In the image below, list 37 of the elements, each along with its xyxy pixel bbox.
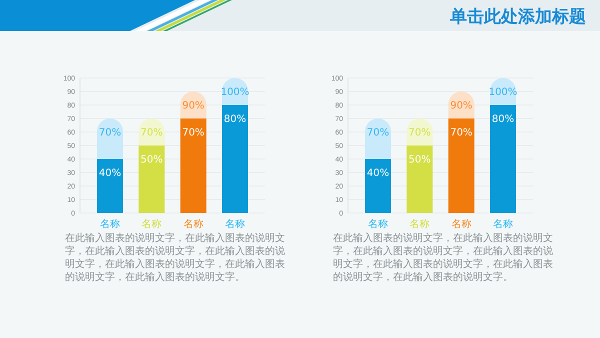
bar [180, 118, 206, 213]
data-label: 80% [492, 114, 514, 125]
chart-title: 单击此处添加标题 [450, 6, 586, 28]
total-label: 90% [182, 100, 204, 112]
total-label: 70% [140, 128, 163, 138]
bar [490, 105, 516, 213]
x-tick-label: 名称 [493, 218, 513, 230]
total-label: 100% [220, 87, 250, 98]
bar [97, 159, 123, 213]
text: 在此输入图表的说明文字，在此输入图表的说明文字，在此输入图表的说明文字，在此输入图表的说明文字，在此输入图表的说明文字，在此输入图表的说明文字，在此输入图表的说明文字。 [65, 232, 286, 284]
data-label: 70% [182, 128, 204, 138]
x-tick-label: 名称 [100, 218, 120, 230]
bar [448, 118, 474, 213]
total-label: 70% [98, 128, 122, 138]
x-tick-label: 名称 [451, 218, 472, 230]
bar [365, 118, 391, 159]
data-label: 50% [140, 154, 163, 166]
x-tick-label: 名称 [410, 218, 430, 230]
total-label: 100% [488, 87, 518, 98]
bar [406, 146, 433, 213]
total-label: 90% [450, 100, 472, 112]
x-tick-label: 名称 [183, 218, 204, 230]
bar [222, 105, 248, 213]
data-label: 50% [408, 154, 431, 166]
bar [97, 118, 123, 159]
x-tick-label: 名称 [142, 218, 162, 230]
bar [138, 146, 165, 213]
bar [365, 159, 391, 213]
text: 在此输入图表的说明文字，在此输入图表的说明文字，在此输入图表的说明文字，在此输入图表的说明文字，在此输入图表的说明文字，在此输入图表的说明文字，在此输入图表的说明文字。 [333, 232, 554, 284]
x-tick-label: 名称 [368, 218, 388, 230]
x-tick-label: 名称 [225, 218, 245, 230]
data-label: 40% [98, 168, 122, 179]
total-label: 70% [366, 128, 390, 138]
total-label: 70% [408, 128, 431, 138]
data-label: 40% [366, 168, 390, 179]
data-label: 80% [224, 114, 246, 125]
data-label: 70% [450, 128, 472, 138]
